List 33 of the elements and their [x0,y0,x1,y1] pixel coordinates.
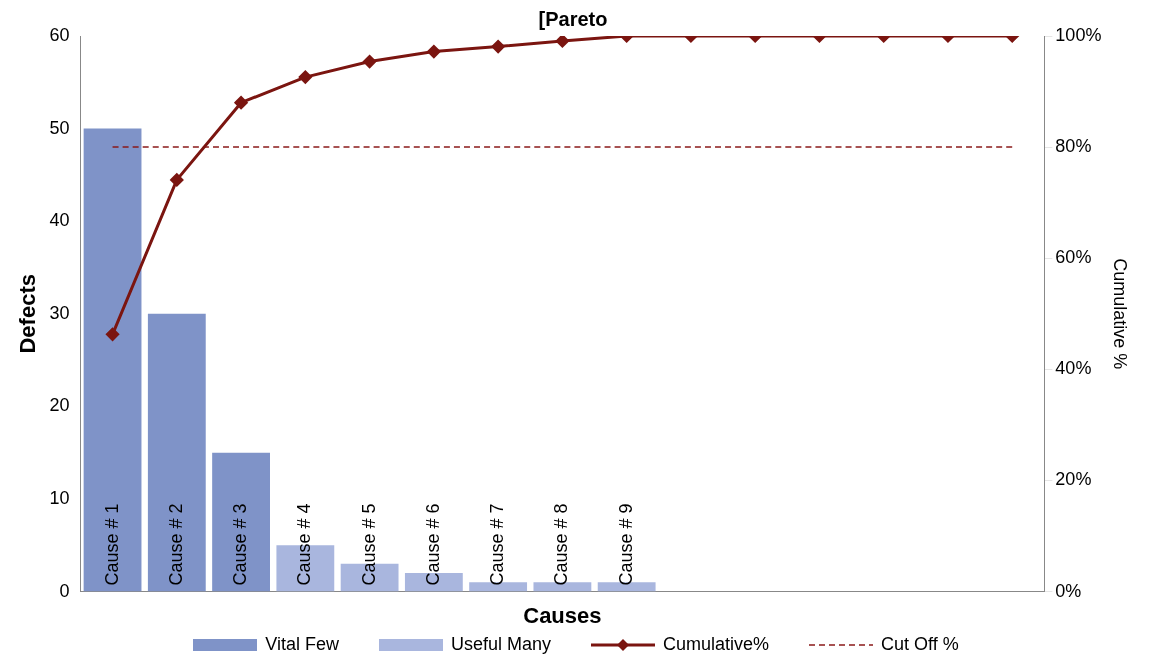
y-tick-label: 60 [49,24,70,45]
chart-title: [Pareto [538,7,608,30]
x-tick-label: Cause # 3 [230,503,251,586]
y-tick-label: 20 [49,395,70,416]
x-tick-label: Cause # 9 [615,503,636,586]
y-tick-label: 10 [49,487,70,508]
legend-label: Vital Few [265,634,339,655]
y2-tick-label: 0% [1055,580,1082,601]
y2-tick-label: 40% [1055,358,1092,379]
y-tick-label: 40 [49,210,70,231]
x-axis-title: Causes [523,602,602,628]
bar [212,452,270,592]
y-tick-label: 30 [49,302,70,323]
y-tick-label: 0 [59,580,70,601]
x-tick-label: Cause # 5 [358,503,379,586]
x-tick-label: Cause # 8 [551,503,572,586]
y2-tick-label: 60% [1055,247,1092,268]
y-axis-title: Defects [15,274,41,354]
x-tick-label: Cause # 1 [101,503,122,586]
x-tick-label: Cause # 7 [487,503,508,586]
legend-label: Cumulative% [663,634,770,655]
legend-label: Useful Many [450,634,551,655]
legend-label: Cut Off % [881,634,959,655]
y2-tick-label: 20% [1055,469,1092,490]
y2-tick-label: 80% [1055,136,1092,157]
x-tick-label: Cause # 6 [422,503,443,586]
y2-tick-label: 100% [1055,24,1102,45]
bar [83,128,142,592]
bar [147,313,206,592]
x-tick-label: Cause # 2 [165,503,186,586]
x-tick-label: Cause # 4 [294,503,315,586]
y-tick-label: 50 [49,117,70,138]
y2-axis-title: Cumulative % [1110,258,1131,370]
